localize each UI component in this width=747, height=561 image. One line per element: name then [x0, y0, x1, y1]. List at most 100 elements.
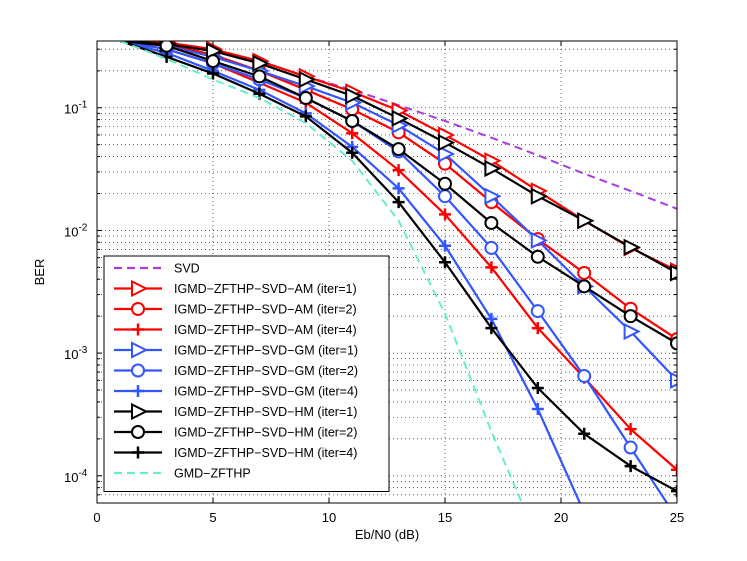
- data-point: [345, 113, 360, 128]
- legend-marker: [131, 402, 149, 421]
- data-point: [577, 279, 592, 294]
- y-tick-label: 10-4: [64, 468, 88, 485]
- legend-label: IGMD−ZFTHP−SVD−AM (iter=4): [174, 323, 357, 337]
- data-point: [439, 256, 451, 269]
- data-point: [159, 41, 174, 53]
- legend-marker: [132, 385, 144, 397]
- data-point: [485, 322, 498, 335]
- series-8: [120, 41, 677, 282]
- data-point: [346, 127, 359, 140]
- data-point: [346, 146, 359, 159]
- data-point: [392, 182, 405, 195]
- legend-entry: IGMD−ZFTHP−SVD−AM (iter=2): [114, 302, 357, 317]
- data-point: [484, 187, 502, 205]
- legend-entry: IGMD−ZFTHP−SVD−AM (iter=1): [114, 279, 357, 298]
- series-9: [120, 41, 677, 351]
- legend-marker: [131, 425, 145, 439]
- legend-entry: IGMD−ZFTHP−SVD−GM (iter=1): [114, 341, 358, 359]
- data-point: [577, 369, 592, 384]
- data-point: [530, 187, 549, 205]
- data-point: [438, 133, 456, 152]
- x-tick-label: 10: [322, 510, 336, 525]
- data-point: [298, 91, 313, 106]
- legend-label: IGMD−ZFTHP−SVD−GM (iter=1): [174, 344, 358, 358]
- x-tick-label: 5: [209, 510, 216, 525]
- legend: SVD IGMD−ZFTHP−SVD−AM (iter=1) IGMD−ZFTHP−…: [103, 255, 390, 492]
- legend-label: IGMD−ZFTHP−SVD−GM (iter=2): [174, 364, 358, 378]
- data-point: [485, 261, 498, 274]
- data-point: [345, 87, 363, 105]
- legend-entry: IGMD−ZFTHP−SVD−GM (iter=4): [114, 385, 358, 399]
- data-point: [392, 164, 405, 177]
- legend-label: IGMD−ZFTHP−SVD−HM (iter=1): [174, 405, 357, 419]
- data-point: [438, 189, 452, 204]
- data-point: [252, 69, 267, 84]
- legend-label: IGMD−ZFTHP−SVD−AM (iter=2): [174, 303, 357, 317]
- data-point: [439, 239, 451, 252]
- data-point: [391, 142, 406, 157]
- legend-marker: [131, 279, 149, 298]
- x-tick-label: 25: [670, 510, 684, 525]
- x-tick-label: 20: [554, 510, 568, 525]
- legend-entry: IGMD−ZFTHP−SVD−AM (iter=4): [114, 323, 357, 337]
- data-point: [252, 54, 270, 72]
- legend-marker: [131, 363, 145, 378]
- series-1: [166, 41, 677, 210]
- data-point: [438, 176, 452, 191]
- legend-marker: [131, 302, 145, 316]
- legend-entry: IGMD−ZFTHP−SVD−HM (iter=2): [114, 425, 357, 440]
- legend-label: GMD−ZFTHP: [174, 467, 251, 481]
- data-point: [531, 381, 544, 394]
- data-point: [577, 212, 595, 230]
- y-tick-label: 10-3: [64, 345, 88, 362]
- data-point: [671, 463, 677, 476]
- data-point: [531, 403, 544, 416]
- legend-label: IGMD−ZFTHP−SVD−HM (iter=4): [174, 446, 357, 460]
- legend-marker: [132, 323, 144, 336]
- legend-label: IGMD−ZFTHP−SVD−GM (iter=4): [174, 385, 358, 399]
- legend-entry: GMD−ZFTHP: [114, 467, 251, 481]
- data-point: [438, 145, 456, 163]
- data-point: [206, 54, 220, 69]
- data-point: [391, 109, 409, 127]
- data-point: [578, 427, 591, 440]
- data-point: [578, 507, 590, 519]
- legend-label: IGMD−ZFTHP−SVD−HM (iter=2): [174, 426, 357, 440]
- legend-label: SVD: [174, 262, 200, 276]
- legend-entry: SVD: [114, 262, 200, 276]
- series-layer: [119, 41, 677, 519]
- legend-entry: IGMD−ZFTHP−SVD−HM (iter=1): [114, 402, 357, 421]
- data-point: [624, 460, 637, 473]
- data-point: [207, 67, 219, 80]
- series-10: [119, 41, 677, 498]
- data-point: [530, 231, 549, 249]
- x-tick-label: 0: [93, 510, 100, 525]
- data-point: [623, 309, 638, 324]
- data-point: [298, 70, 317, 89]
- legend-entry: IGMD−ZFTHP−SVD−HM (iter=4): [114, 446, 357, 460]
- y-axis-label: BER: [32, 259, 47, 286]
- legend-label: IGMD−ZFTHP−SVD−AM (iter=1): [174, 282, 357, 296]
- data-point: [299, 110, 312, 123]
- data-point: [484, 215, 499, 230]
- x-axis-label: Eb/N0 (dB): [355, 527, 419, 542]
- legend-marker: [131, 341, 149, 359]
- data-point: [623, 440, 638, 455]
- legend-marker: [132, 446, 144, 459]
- data-point: [670, 336, 677, 351]
- x-tick-label: 15: [438, 510, 452, 525]
- data-point: [531, 322, 544, 335]
- data-point: [577, 265, 592, 280]
- legend-entry: IGMD−ZFTHP−SVD−GM (iter=2): [114, 363, 358, 378]
- data-point: [671, 485, 677, 498]
- data-point: [484, 240, 499, 255]
- data-point: [624, 423, 637, 436]
- plot-frame: [96, 40, 678, 504]
- y-tick-label: 10-2: [64, 222, 88, 239]
- data-point: [439, 208, 451, 221]
- data-point: [623, 238, 641, 256]
- data-point: [484, 159, 502, 178]
- data-point: [670, 371, 677, 389]
- series-line: [166, 41, 677, 210]
